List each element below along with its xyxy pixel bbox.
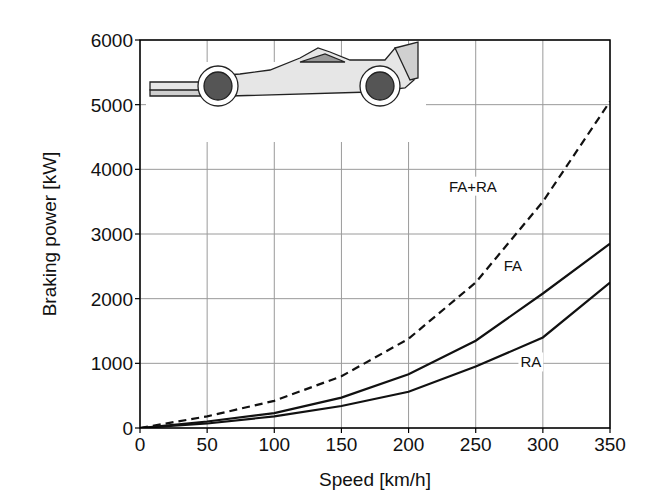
y-tick-label: 6000 [91,30,133,51]
y-tick-label: 3000 [91,224,133,245]
x-tick-label: 0 [135,434,146,455]
lines [140,101,610,428]
series-label: RA [520,353,541,370]
series-label: FA+RA [449,178,497,195]
y-grid-line [140,234,610,235]
chart: 0 50 100 150 200 250 300 350 0 1000 2000 3000 4000 50… [0,0,645,495]
label-patch [502,256,524,275]
y-tick-label: 2000 [91,289,133,310]
x-tick-label: 50 [197,434,218,455]
y-grid-line [140,298,610,299]
label-patch [518,352,543,371]
rear-wing [395,42,418,80]
x-axis-title: Speed [km/h] [319,469,431,490]
y-tick-label: 5000 [91,95,133,116]
car-illustration [146,42,426,142]
wheel [360,66,400,106]
label-patch [447,177,499,196]
series-label: FA [504,257,522,274]
x-tick-label: 250 [460,434,492,455]
plot-frame [140,40,610,428]
x-tick-label: 300 [527,434,559,455]
y-tick-label: 1000 [91,353,133,374]
x-tick-label: 100 [258,434,290,455]
x-tick-label: 200 [393,434,425,455]
y-tick-label: 0 [122,418,133,439]
wheel [198,66,238,106]
cockpit [300,54,345,62]
series-line [140,244,610,428]
series-line [140,101,610,428]
background [0,0,645,495]
series-line [140,283,610,429]
grid [140,40,610,428]
wheel-hub [366,72,394,100]
x-tick-label: 350 [594,434,626,455]
wheel-hub [204,72,232,100]
x-tick-label: 150 [326,434,358,455]
y-grid-line [140,169,610,170]
y-axis-title: Braking power [kW] [39,152,60,317]
y-tick-label: 4000 [91,159,133,180]
